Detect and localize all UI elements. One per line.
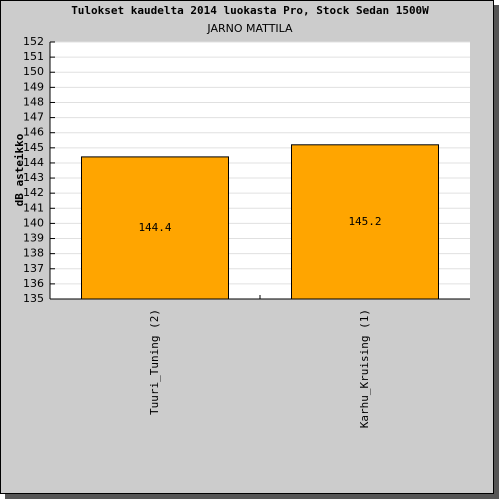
y-tick-label: 139 (23, 232, 44, 245)
bar (291, 144, 439, 300)
y-tick-label: 150 (23, 65, 44, 78)
y-tick-label: 151 (23, 50, 44, 63)
y-tick-label: 152 (23, 35, 44, 48)
x-tick-label: Tuuri_Tuning (2) (148, 309, 161, 415)
y-tick-label: 147 (23, 111, 44, 124)
y-axis-title: dB asteikko (13, 133, 26, 206)
y-tick-label: 138 (23, 247, 44, 260)
bar (81, 156, 229, 300)
y-tick-label: 135 (23, 292, 44, 305)
y-tick-label: 136 (23, 277, 44, 290)
y-tick-label: 141 (23, 201, 44, 214)
y-tick-label: 144 (23, 156, 44, 169)
y-tick-label: 149 (23, 80, 44, 93)
y-tick-label: 146 (23, 126, 44, 139)
value-label: 145.2 (348, 215, 381, 228)
chart-title: Tulokset kaudelta 2014 luokasta Pro, Sto… (71, 4, 429, 17)
y-tick-label: 137 (23, 262, 44, 275)
x-tick-label: Karhu_Kruising (1) (358, 309, 371, 428)
chart-subtitle: JARNO MATTILA (206, 22, 293, 35)
y-tick-label: 143 (23, 171, 44, 184)
y-tick-label: 148 (23, 95, 44, 108)
y-tick-label: 142 (23, 186, 44, 199)
value-label: 144.4 (138, 221, 171, 234)
y-tick-label: 140 (23, 216, 44, 229)
y-tick-label: 145 (23, 141, 44, 154)
